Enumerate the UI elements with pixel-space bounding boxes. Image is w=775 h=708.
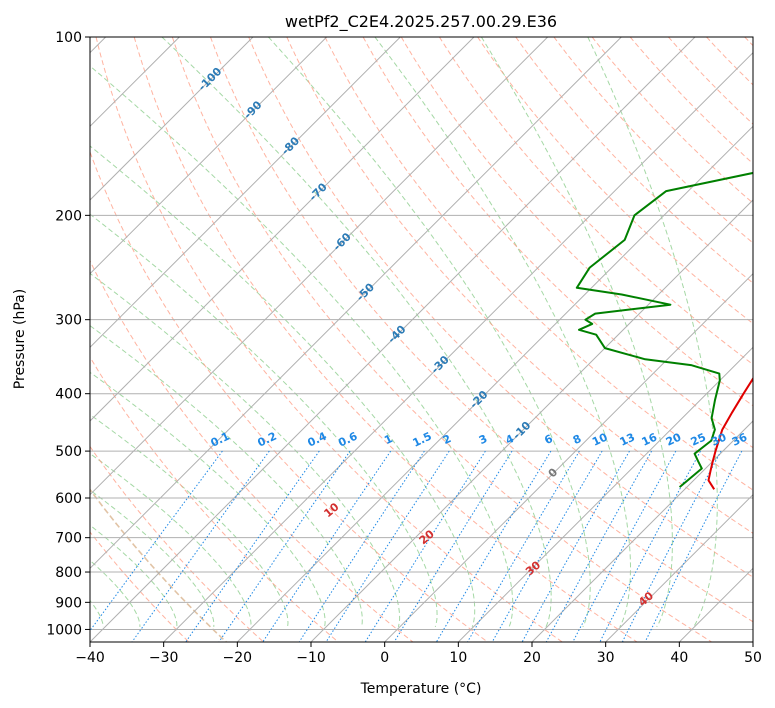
mixing-ratio-label: 13 <box>618 431 637 449</box>
dewpoint-profile-line <box>575 171 753 488</box>
plot-frame <box>89 36 754 643</box>
moist-adiabat <box>90 371 326 627</box>
mixing-ratio-line <box>621 450 722 642</box>
dry-adiabat <box>90 150 488 642</box>
isotherm <box>90 37 401 349</box>
isotherm <box>163 51 753 642</box>
dry-adiabat <box>90 259 414 642</box>
axes: −40 −30 −20 −10 0 10 20 30 40 50 100 200 300 400 500 60… <box>46 30 762 666</box>
moist-adiabat <box>480 37 673 628</box>
mixing-ratio-line <box>599 450 701 642</box>
dry-adiabat <box>248 37 753 578</box>
x-tick-label: 40 <box>670 650 688 666</box>
mixing-ratio-line <box>325 450 450 642</box>
isotherm <box>90 37 254 201</box>
x-axis-label: Temperature (°C) <box>360 681 482 697</box>
mixing-ratio-line <box>644 450 743 642</box>
temperature-profile-line <box>707 376 753 490</box>
moist-adiabat <box>90 489 215 627</box>
mixing-ratio-label: 20 <box>664 430 684 448</box>
y-tick-label: 500 <box>55 444 82 460</box>
isotherm <box>384 272 753 642</box>
mixing-ratio-line <box>90 450 223 632</box>
mixing-ratio-label: 36 <box>730 430 750 448</box>
mixing-ratio-line <box>545 450 653 642</box>
y-tick-label: 900 <box>55 595 82 611</box>
y-tick-label: 400 <box>55 387 82 403</box>
dry-adiabat <box>95 37 563 642</box>
isotherm <box>310 199 753 642</box>
mixing-ratio-line <box>262 450 392 642</box>
chart-title: wetPf2_C2E4.2025.257.00.29.E36 <box>285 12 557 32</box>
dry-adiabat <box>90 445 264 642</box>
dry-adiabat <box>629 37 753 165</box>
x-tick-label: 20 <box>523 650 541 666</box>
dry-adiabat <box>515 37 753 284</box>
x-tick-label: 10 <box>449 650 467 666</box>
sounding-profiles <box>575 171 753 490</box>
dry-adiabat <box>324 37 753 491</box>
isotherm <box>531 420 753 642</box>
isotherm <box>457 346 753 642</box>
isotherm <box>90 37 696 642</box>
dry-adiabat <box>553 37 753 244</box>
mixing-ratio-line <box>467 450 580 642</box>
moist-adiabat <box>90 145 476 628</box>
isotherm <box>90 37 622 570</box>
x-tick-label: 50 <box>744 650 762 666</box>
moist-adiabat <box>90 272 401 628</box>
y-tick-label: 600 <box>55 491 82 507</box>
y-tick-label: 700 <box>55 531 82 547</box>
mixing-ratio-label: 30 <box>709 430 729 448</box>
dry-adiabat <box>171 37 712 642</box>
x-tick-label: −40 <box>75 650 105 666</box>
mixing-ratio-line <box>185 450 320 642</box>
mixing-ratio-line <box>572 450 677 642</box>
moist-adiabat <box>90 213 438 628</box>
y-tick-label: 200 <box>55 208 82 224</box>
x-tick-label: −10 <box>296 650 326 666</box>
y-tick-label: 800 <box>55 565 82 581</box>
background-lines <box>90 37 753 642</box>
isotherm <box>236 125 753 642</box>
moist-adiabat <box>374 37 631 628</box>
moist-adiabat <box>268 37 591 628</box>
mixing-ratio-line <box>435 450 552 642</box>
mixing-ratio-line <box>364 450 486 642</box>
moist-adiabat <box>90 325 363 627</box>
mixing-ratio-line <box>298 450 425 642</box>
y-axis-label: Pressure (hPa) <box>12 289 28 389</box>
y-tick-label: 300 <box>55 313 82 329</box>
x-tick-label: −20 <box>223 650 253 666</box>
isotherm <box>90 37 475 422</box>
mixing-ratio-label: 16 <box>640 430 660 448</box>
x-tick-label: −30 <box>149 650 179 666</box>
dry-adiabat <box>286 37 753 534</box>
dry-adiabat <box>133 37 638 642</box>
isotherm <box>90 37 549 496</box>
mixing-ratio-label: 10 <box>590 430 610 448</box>
mixing-ratio-line <box>218 450 351 642</box>
mixing-ratio-label: 25 <box>689 431 708 449</box>
moist-adiabat <box>90 524 178 627</box>
y-tick-label: 1000 <box>46 622 82 638</box>
mixing-ratio-line <box>131 450 270 642</box>
dry-adiabat <box>438 37 753 366</box>
dry-adiabat <box>210 37 753 623</box>
moist-adiabat <box>161 37 552 628</box>
isotherm <box>605 493 753 642</box>
x-tick-label: 0 <box>380 650 389 666</box>
dry-adiabat <box>400 37 753 407</box>
moist-adiabat <box>90 65 514 628</box>
x-tick-label: 30 <box>597 650 615 666</box>
y-tick-label: 100 <box>55 30 82 46</box>
isotherm <box>90 37 328 275</box>
